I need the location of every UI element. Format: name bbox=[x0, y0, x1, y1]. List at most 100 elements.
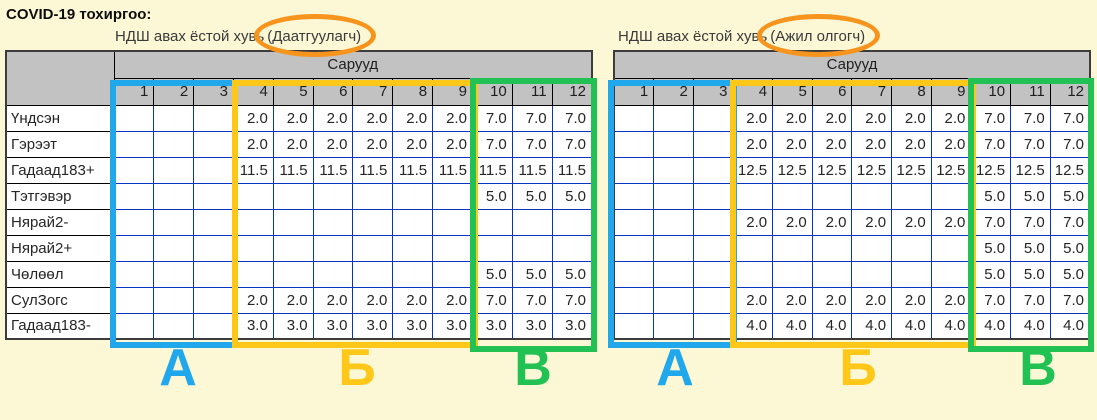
value-cell[interactable]: 2.0 bbox=[891, 286, 932, 314]
value-cell[interactable]: 5.0 bbox=[511, 182, 553, 210]
value-cell[interactable] bbox=[653, 260, 694, 288]
value-cell[interactable] bbox=[193, 208, 234, 236]
value-cell[interactable]: 7.0 bbox=[1010, 104, 1051, 132]
value-cell[interactable]: 7.0 bbox=[1049, 208, 1091, 236]
value-cell[interactable]: 2.0 bbox=[811, 208, 853, 236]
value-cell[interactable]: 5.0 bbox=[970, 234, 1012, 262]
value-cell[interactable]: 12.5 bbox=[772, 156, 813, 184]
value-cell[interactable] bbox=[352, 234, 394, 262]
value-cell[interactable] bbox=[272, 234, 314, 262]
value-cell[interactable]: 2.0 bbox=[732, 104, 774, 132]
value-cell[interactable] bbox=[153, 286, 195, 314]
value-cell[interactable]: 12.5 bbox=[970, 156, 1012, 184]
value-cell[interactable]: 12.5 bbox=[732, 156, 774, 184]
value-cell[interactable]: 7.0 bbox=[1010, 208, 1051, 236]
value-cell[interactable] bbox=[113, 260, 155, 288]
value-cell[interactable] bbox=[551, 234, 593, 262]
value-cell[interactable] bbox=[392, 208, 434, 236]
value-cell[interactable]: 4.0 bbox=[851, 312, 893, 340]
value-cell[interactable] bbox=[312, 234, 354, 262]
value-cell[interactable]: 4.0 bbox=[930, 312, 972, 340]
value-cell[interactable]: 2.0 bbox=[272, 130, 314, 158]
value-cell[interactable]: 5.0 bbox=[551, 260, 593, 288]
value-cell[interactable]: 2.0 bbox=[891, 104, 932, 132]
value-cell[interactable] bbox=[511, 208, 553, 236]
value-cell[interactable]: 2.0 bbox=[352, 104, 394, 132]
value-cell[interactable] bbox=[653, 286, 694, 314]
value-cell[interactable] bbox=[272, 260, 314, 288]
value-cell[interactable]: 3.0 bbox=[392, 312, 434, 340]
value-cell[interactable] bbox=[193, 104, 234, 132]
value-cell[interactable] bbox=[471, 234, 513, 262]
value-cell[interactable]: 11.5 bbox=[392, 156, 434, 184]
value-cell[interactable]: 7.0 bbox=[551, 130, 593, 158]
value-cell[interactable] bbox=[432, 234, 473, 262]
value-cell[interactable] bbox=[653, 130, 694, 158]
value-cell[interactable]: 11.5 bbox=[432, 156, 473, 184]
value-cell[interactable]: 2.0 bbox=[432, 286, 473, 314]
value-cell[interactable] bbox=[772, 260, 813, 288]
value-cell[interactable] bbox=[613, 182, 655, 210]
value-cell[interactable]: 12.5 bbox=[1010, 156, 1051, 184]
value-cell[interactable] bbox=[153, 312, 195, 340]
value-cell[interactable] bbox=[193, 156, 234, 184]
value-cell[interactable] bbox=[113, 312, 155, 340]
value-cell[interactable] bbox=[613, 104, 655, 132]
value-cell[interactable] bbox=[613, 208, 655, 236]
value-cell[interactable]: 2.0 bbox=[930, 130, 972, 158]
value-cell[interactable]: 4.0 bbox=[1049, 312, 1091, 340]
value-cell[interactable] bbox=[153, 182, 195, 210]
value-cell[interactable] bbox=[193, 130, 234, 158]
value-cell[interactable]: 3.0 bbox=[432, 312, 473, 340]
value-cell[interactable]: 2.0 bbox=[891, 130, 932, 158]
value-cell[interactable]: 4.0 bbox=[772, 312, 813, 340]
value-cell[interactable] bbox=[193, 286, 234, 314]
value-cell[interactable]: 11.5 bbox=[352, 156, 394, 184]
value-cell[interactable] bbox=[272, 208, 314, 236]
value-cell[interactable] bbox=[153, 234, 195, 262]
value-cell[interactable] bbox=[851, 182, 893, 210]
value-cell[interactable]: 2.0 bbox=[732, 130, 774, 158]
value-cell[interactable] bbox=[811, 260, 853, 288]
value-cell[interactable]: 4.0 bbox=[732, 312, 774, 340]
value-cell[interactable]: 5.0 bbox=[970, 182, 1012, 210]
value-cell[interactable]: 11.5 bbox=[471, 156, 513, 184]
value-cell[interactable]: 4.0 bbox=[1010, 312, 1051, 340]
value-cell[interactable]: 2.0 bbox=[772, 130, 813, 158]
value-cell[interactable]: 7.0 bbox=[1049, 286, 1091, 314]
value-cell[interactable]: 7.0 bbox=[511, 286, 553, 314]
value-cell[interactable] bbox=[113, 130, 155, 158]
value-cell[interactable]: 2.0 bbox=[772, 208, 813, 236]
value-cell[interactable]: 2.0 bbox=[352, 130, 394, 158]
value-cell[interactable] bbox=[692, 260, 734, 288]
value-cell[interactable] bbox=[653, 234, 694, 262]
value-cell[interactable]: 2.0 bbox=[392, 130, 434, 158]
value-cell[interactable]: 2.0 bbox=[851, 104, 893, 132]
value-cell[interactable]: 7.0 bbox=[511, 104, 553, 132]
value-cell[interactable]: 2.0 bbox=[392, 286, 434, 314]
value-cell[interactable]: 2.0 bbox=[772, 286, 813, 314]
value-cell[interactable]: 11.5 bbox=[551, 156, 593, 184]
value-cell[interactable] bbox=[772, 234, 813, 262]
value-cell[interactable]: 11.5 bbox=[232, 156, 274, 184]
value-cell[interactable] bbox=[232, 208, 274, 236]
value-cell[interactable]: 7.0 bbox=[1049, 130, 1091, 158]
value-cell[interactable]: 3.0 bbox=[511, 312, 553, 340]
value-cell[interactable]: 12.5 bbox=[930, 156, 972, 184]
value-cell[interactable]: 2.0 bbox=[811, 104, 853, 132]
value-cell[interactable]: 2.0 bbox=[732, 286, 774, 314]
value-cell[interactable]: 2.0 bbox=[352, 286, 394, 314]
value-cell[interactable]: 11.5 bbox=[272, 156, 314, 184]
value-cell[interactable]: 11.5 bbox=[511, 156, 553, 184]
value-cell[interactable]: 2.0 bbox=[851, 130, 893, 158]
value-cell[interactable]: 2.0 bbox=[432, 130, 473, 158]
value-cell[interactable] bbox=[193, 182, 234, 210]
value-cell[interactable] bbox=[113, 286, 155, 314]
value-cell[interactable]: 5.0 bbox=[471, 182, 513, 210]
value-cell[interactable] bbox=[653, 104, 694, 132]
value-cell[interactable]: 12.5 bbox=[811, 156, 853, 184]
value-cell[interactable] bbox=[432, 260, 473, 288]
value-cell[interactable] bbox=[113, 208, 155, 236]
value-cell[interactable] bbox=[312, 208, 354, 236]
value-cell[interactable] bbox=[930, 182, 972, 210]
